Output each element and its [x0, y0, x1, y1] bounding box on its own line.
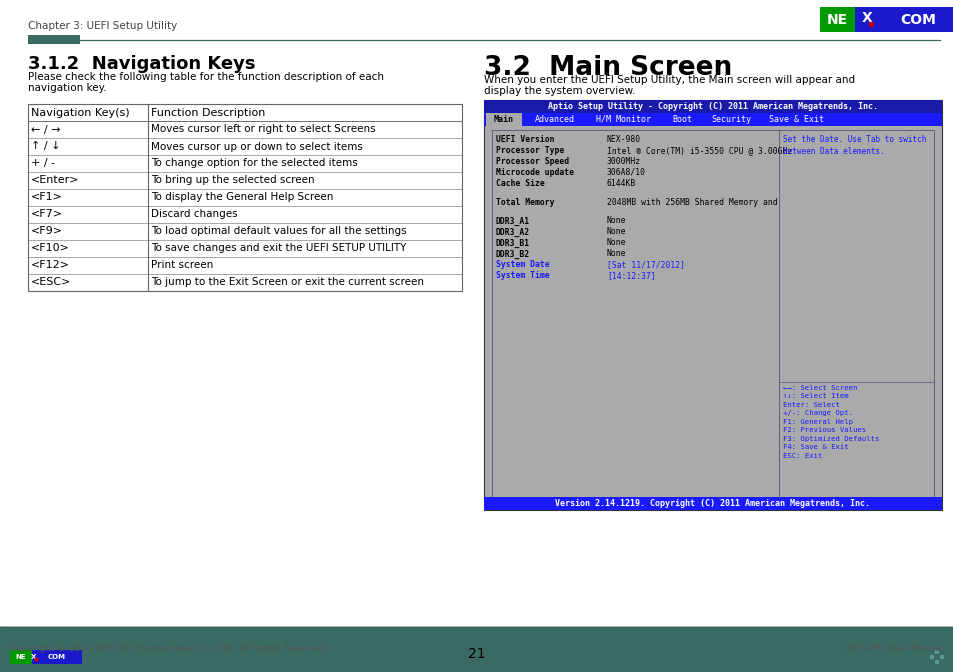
Text: To change option for the selected items: To change option for the selected items: [151, 159, 357, 169]
Text: DDR3_B1: DDR3_B1: [496, 239, 530, 247]
Text: ←→: Select Screen
↑↓: Select Item
Enter: Select
+/-: Change Opt.
F1: General Hel: ←→: Select Screen ↑↓: Select Item Enter:…: [782, 385, 879, 459]
Bar: [939, 655, 943, 659]
Text: <F1>: <F1>: [30, 192, 63, 202]
Bar: [929, 650, 934, 654]
Text: 6144KB: 6144KB: [606, 179, 636, 188]
Bar: [483, 113, 941, 126]
Bar: [939, 650, 943, 654]
Text: NE: NE: [826, 13, 847, 26]
Text: <ESC>: <ESC>: [30, 278, 71, 288]
Bar: [485, 113, 521, 126]
Text: DDR3_B2: DDR3_B2: [496, 249, 530, 259]
Text: Please check the following table for the function description of each: Please check the following table for the…: [28, 72, 384, 82]
Bar: [0, 626, 953, 672]
Text: 306A8/10: 306A8/10: [606, 168, 645, 177]
Text: Set the Date. Use Tab to switch
between Data elements.: Set the Date. Use Tab to switch between …: [782, 135, 925, 157]
Text: NEX-980: NEX-980: [606, 135, 640, 144]
Text: Print screen: Print screen: [151, 261, 213, 271]
Text: Function Description: Function Description: [151, 108, 265, 118]
Text: Aptio Setup Utility - Copyright (C) 2011 American Megatrends, Inc.: Aptio Setup Utility - Copyright (C) 2011…: [547, 102, 877, 111]
Text: System Time: System Time: [496, 271, 549, 280]
Text: To load optimal default values for all the settings: To load optimal default values for all t…: [151, 226, 406, 237]
Text: + / -: + / -: [30, 159, 55, 169]
Text: <F12>: <F12>: [30, 261, 70, 271]
Bar: [32, 650, 82, 664]
Bar: [483, 100, 941, 510]
Text: Intel ® Core(TM) i5-3550 CPU @ 3.00GHz: Intel ® Core(TM) i5-3550 CPU @ 3.00GHz: [606, 146, 791, 155]
Text: navigation key.: navigation key.: [28, 83, 107, 93]
Text: 21: 21: [468, 647, 485, 661]
Text: Main: Main: [494, 115, 514, 124]
Text: To display the General Help Screen: To display the General Help Screen: [151, 192, 333, 202]
Text: Boot: Boot: [671, 115, 691, 124]
Text: X: X: [861, 11, 871, 26]
Bar: [820, 7, 854, 32]
Text: [14:12:37]: [14:12:37]: [606, 271, 655, 280]
Text: None: None: [606, 227, 626, 237]
Text: None: None: [606, 249, 626, 259]
Text: 3.1.2  Navigation Keys: 3.1.2 Navigation Keys: [28, 55, 255, 73]
Text: None: None: [606, 216, 626, 225]
Text: Moves cursor left or right to select Screens: Moves cursor left or right to select Scr…: [151, 124, 375, 134]
Bar: [934, 659, 939, 664]
Text: COM: COM: [48, 654, 66, 660]
Text: Cache Size: Cache Size: [496, 179, 544, 188]
Text: To bring up the selected screen: To bring up the selected screen: [151, 175, 314, 185]
Text: Microcode update: Microcode update: [496, 168, 574, 177]
Text: COM: COM: [899, 13, 935, 26]
Text: Chapter 3: UEFI Setup Utility: Chapter 3: UEFI Setup Utility: [28, 21, 177, 31]
Text: Navigation Key(s): Navigation Key(s): [30, 108, 130, 118]
Text: Processor Type: Processor Type: [496, 146, 563, 155]
Bar: [934, 650, 939, 654]
Text: DDR3_A2: DDR3_A2: [496, 227, 530, 237]
Text: ← / →: ← / →: [30, 124, 60, 134]
Text: Save & Exit: Save & Exit: [769, 115, 823, 124]
Bar: [483, 497, 941, 510]
Text: ↑ / ↓: ↑ / ↓: [30, 142, 60, 151]
Bar: [10, 650, 32, 664]
Text: Total Memory: Total Memory: [496, 198, 554, 207]
Bar: [492, 130, 933, 497]
Text: [Sat 11/17/2012]: [Sat 11/17/2012]: [606, 260, 684, 269]
Bar: [483, 100, 941, 113]
Text: 3000MHz: 3000MHz: [606, 157, 640, 166]
Bar: [28, 104, 461, 291]
Text: X: X: [31, 654, 36, 660]
Text: When you enter the UEFI Setup Utility, the Main screen will appear and: When you enter the UEFI Setup Utility, t…: [483, 75, 854, 85]
Bar: [929, 659, 934, 664]
Text: <F10>: <F10>: [30, 243, 70, 253]
Text: Advanced: Advanced: [535, 115, 575, 124]
Bar: [28, 35, 80, 44]
Text: NE: NE: [15, 654, 27, 660]
Text: display the system overview.: display the system overview.: [483, 86, 635, 96]
Bar: [939, 659, 943, 664]
Text: UEFI Version: UEFI Version: [496, 135, 554, 144]
Text: None: None: [606, 239, 626, 247]
Text: H/M Monitor: H/M Monitor: [596, 115, 651, 124]
Text: Moves cursor up or down to select items: Moves cursor up or down to select items: [151, 142, 362, 151]
Text: System Date: System Date: [496, 260, 549, 269]
Text: Discard changes: Discard changes: [151, 210, 237, 220]
Text: DDR3_A1: DDR3_A1: [496, 216, 530, 226]
Bar: [854, 7, 953, 32]
Bar: [934, 655, 939, 659]
Bar: [929, 655, 934, 659]
Text: <Enter>: <Enter>: [30, 175, 79, 185]
Text: Version 2.14.1219. Copyright (C) 2011 American Megatrends, Inc.: Version 2.14.1219. Copyright (C) 2011 Am…: [555, 499, 869, 508]
Text: To save changes and exit the UEFI SETUP UTILITY: To save changes and exit the UEFI SETUP …: [151, 243, 406, 253]
Text: <F7>: <F7>: [30, 210, 63, 220]
Text: NEX-980 User Manual: NEX-980 User Manual: [845, 644, 943, 653]
Text: Copyright © 2013 NEXCOM International Co., Ltd. All Rights Reserved.: Copyright © 2013 NEXCOM International Co…: [10, 644, 329, 653]
Text: 2048MB with 256MB Shared Memory and: 2048MB with 256MB Shared Memory and: [606, 198, 777, 207]
Text: 3.2  Main Screen: 3.2 Main Screen: [483, 55, 732, 81]
Text: Security: Security: [711, 115, 751, 124]
Text: To jump to the Exit Screen or exit the current screen: To jump to the Exit Screen or exit the c…: [151, 278, 423, 288]
Text: <F9>: <F9>: [30, 226, 63, 237]
Text: Processor Speed: Processor Speed: [496, 157, 569, 166]
